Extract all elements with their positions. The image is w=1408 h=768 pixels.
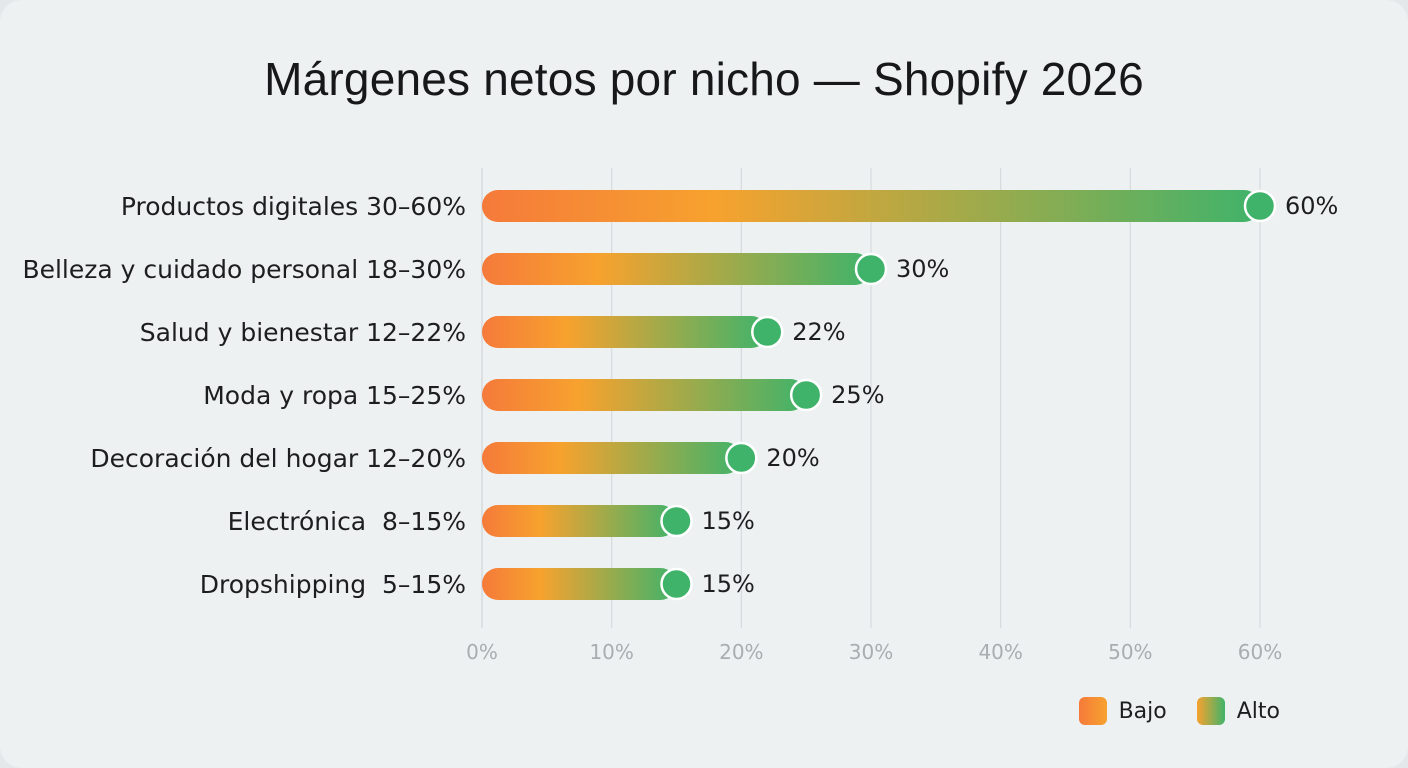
legend-label-alto: Alto (1236, 698, 1280, 724)
x-tick-label: 40% (978, 640, 1022, 664)
value-label: 30% (896, 255, 949, 283)
bar-end-marker (660, 504, 693, 538)
bar (482, 190, 1260, 222)
value-label: 20% (766, 444, 819, 472)
legend: Bajo Alto (1049, 697, 1280, 725)
bar (482, 442, 742, 474)
x-tick-label: 50% (1108, 640, 1152, 664)
category-label: Dropshipping 5–15% (200, 570, 466, 599)
x-tick-label: 0% (466, 640, 498, 664)
bar-end-marker (1243, 189, 1277, 223)
bar (482, 253, 871, 285)
x-tick-label: 60% (1238, 640, 1282, 664)
legend-swatch-alto (1196, 697, 1225, 725)
bar (482, 568, 677, 600)
legend-item-bajo: Bajo (1078, 697, 1167, 725)
category-label: Salud y bienestar 12–22% (140, 318, 466, 347)
x-tick-label: 30% (849, 640, 893, 664)
category-labels: Productos digitales 30–60% Belleza y cuid… (22, 192, 466, 599)
bar (482, 505, 677, 537)
legend-item-alto: Alto (1196, 697, 1280, 725)
value-label: 60% (1285, 192, 1338, 220)
bar-end-marker (660, 567, 693, 601)
value-label: 15% (702, 507, 755, 535)
bar-end-marker (751, 315, 784, 349)
category-label: Electrónica 8–15% (228, 507, 466, 536)
chart-title: Márgenes netos por nicho — Shopify 2026 (264, 53, 1144, 105)
category-label: Belleza y cuidado personal 18–30% (22, 255, 466, 284)
bar-end-marker (725, 441, 758, 475)
category-label: Moda y ropa 15–25% (203, 381, 466, 410)
legend-swatch-bajo (1078, 697, 1107, 725)
bar-end-marker (789, 378, 823, 412)
bar (482, 316, 768, 348)
bar (482, 379, 807, 411)
bar-end-marker (854, 252, 888, 286)
x-tick-label: 20% (719, 640, 763, 664)
category-label: Productos digitales 30–60% (121, 192, 466, 221)
value-label: 25% (831, 381, 884, 409)
x-tick-label: 10% (589, 640, 633, 664)
value-label: 15% (702, 570, 755, 598)
x-axis-ticks: 0% 10% 20% 30% 40% 50% 60% (466, 640, 1282, 664)
value-label: 22% (792, 318, 845, 346)
category-label: Decoración del hogar 12–20% (90, 444, 466, 473)
legend-label-bajo: Bajo (1118, 698, 1167, 724)
bars: 60% 30% 22% 25% 20% 15% 15% (482, 189, 1338, 601)
